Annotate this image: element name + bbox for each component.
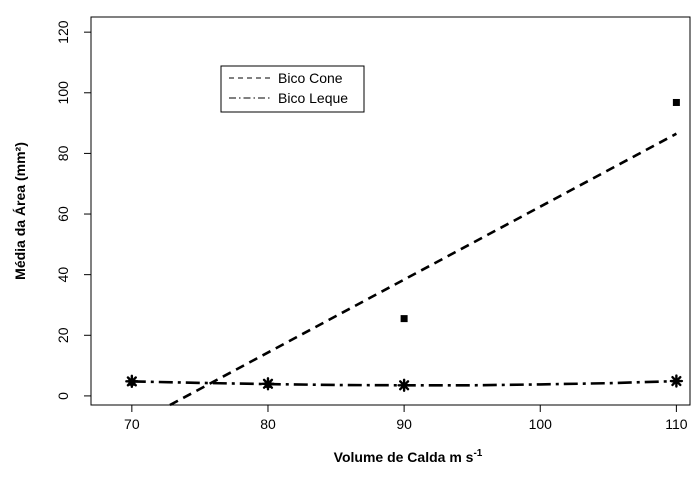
y-axis: 0 20 40 60 80 100 120	[55, 20, 91, 400]
asterisk-stroke	[399, 380, 410, 391]
bico-leque-point-1	[261, 377, 275, 391]
x-tick-label-70: 70	[124, 416, 140, 432]
legend-label-bico-cone: Bico Cone	[278, 70, 343, 86]
legend-box	[220, 65, 365, 113]
x-tick-label-80: 80	[260, 416, 276, 432]
x-axis: 70 80 90 100 110	[124, 405, 688, 432]
bico-cone-point-2	[400, 315, 408, 323]
bico-cone-fit-line	[169, 132, 678, 407]
legend-label-bico-leque: Bico Leque	[278, 90, 348, 106]
asterisk-stroke	[126, 376, 137, 387]
x-tick-label-90: 90	[396, 416, 412, 432]
y-tick-label-100: 100	[55, 81, 71, 105]
y-tick-label-80: 80	[55, 145, 71, 161]
y-tick-label-120: 120	[55, 20, 71, 44]
plot-frame	[90, 16, 691, 406]
x-tick-label-110: 110	[665, 416, 688, 432]
y-axis-title: Média da Área (mm²)	[12, 142, 28, 280]
asterisk-stroke	[671, 375, 682, 387]
series-layer	[125, 98, 684, 407]
x-axis-title: Volume de Calda m s-1	[334, 448, 483, 465]
y-tick-label-40: 40	[55, 267, 71, 283]
legend: Bico Cone Bico Leque	[220, 65, 365, 113]
bico-leque-point-0	[125, 374, 139, 389]
x-tick-label-100: 100	[529, 416, 553, 432]
x-axis-title-main: Volume de Calda m s	[334, 449, 474, 465]
x-axis-title-superscript: -1	[473, 448, 482, 459]
bico-leque-point-3	[669, 374, 684, 388]
bico-cone-point-3	[672, 98, 680, 106]
asterisk-stroke	[262, 378, 274, 389]
bico-leque-point-2	[397, 378, 411, 392]
y-tick-label-60: 60	[55, 206, 71, 222]
y-tick-label-20: 20	[55, 327, 71, 343]
y-tick-label-0: 0	[55, 392, 71, 400]
